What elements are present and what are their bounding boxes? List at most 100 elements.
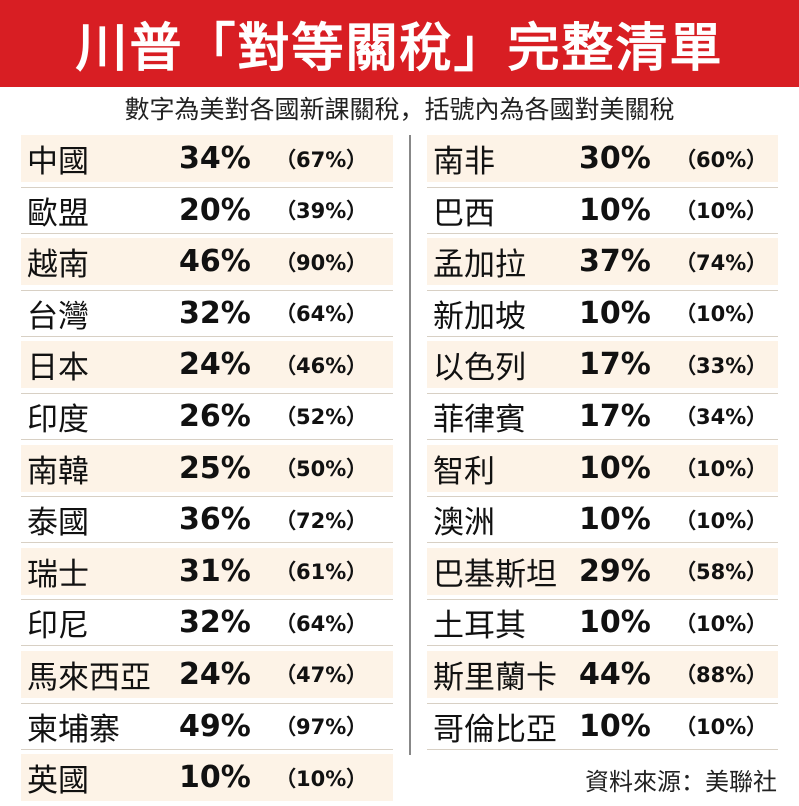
country-name: 柬埔寨 (27, 711, 120, 748)
reciprocal-tariff-rate: （88%） (675, 663, 768, 688)
country-name: 英國 (27, 763, 89, 800)
country-name: 巴基斯坦 (433, 556, 557, 593)
table-row: 斯里蘭卡 44% （88%） (427, 650, 778, 698)
reciprocal-tariff-rate: （74%） (675, 250, 768, 275)
reciprocal-tariff-rate: （10%） (675, 611, 768, 636)
us-tariff-rate: 49% (179, 708, 251, 744)
reciprocal-tariff-rate: （10%） (675, 302, 768, 327)
table-row: 泰國 36% （72%） (21, 496, 393, 544)
reciprocal-tariff-rate: （64%） (275, 611, 368, 636)
table-row: 巴基斯坦 29% （58%） (427, 547, 778, 595)
us-tariff-rate: 31% (179, 553, 251, 589)
table-row: 菲律賓 17% （34%） (427, 392, 778, 440)
reciprocal-tariff-rate: （67%） (275, 147, 368, 172)
country-name: 菲律賓 (433, 401, 526, 438)
reciprocal-tariff-rate: （33%） (675, 353, 768, 378)
table-row: 南韓 25% （50%） (21, 444, 393, 492)
table-row: 瑞士 31% （61%） (21, 547, 393, 595)
us-tariff-rate: 10% (579, 708, 651, 744)
table-row: 印尼 32% （64%） (21, 599, 393, 647)
reciprocal-tariff-rate: （10%） (675, 508, 768, 533)
country-name: 斯里蘭卡 (433, 659, 557, 696)
reciprocal-tariff-rate: （60%） (675, 147, 768, 172)
reciprocal-tariff-rate: （97%） (275, 715, 368, 740)
us-tariff-rate: 10% (579, 295, 651, 331)
us-tariff-rate: 24% (179, 656, 251, 692)
us-tariff-rate: 10% (579, 450, 651, 486)
table-row: 柬埔寨 49% （97%） (21, 702, 393, 750)
table-row: 以色列 17% （33%） (427, 341, 778, 389)
us-tariff-rate: 10% (579, 605, 651, 641)
us-tariff-rate: 26% (179, 398, 251, 434)
reciprocal-tariff-rate: （10%） (675, 715, 768, 740)
us-tariff-rate: 30% (579, 141, 651, 176)
country-name: 日本 (27, 350, 89, 387)
country-name: 台灣 (27, 298, 89, 335)
reciprocal-tariff-rate: （47%） (275, 663, 368, 688)
source-note: 資料來源：美聯社 (585, 768, 777, 796)
country-name: 歐盟 (27, 195, 89, 232)
table-row: 印度 26% （52%） (21, 392, 393, 440)
title-banner: 川普「對等關稅」完整清單 (0, 0, 799, 87)
country-name: 越南 (27, 247, 89, 284)
table-row: 英國 10% （10%） (21, 754, 393, 802)
us-tariff-rate: 10% (579, 502, 651, 538)
country-name: 新加坡 (433, 298, 526, 335)
table-row: 新加坡 10% （10%） (427, 289, 778, 337)
us-tariff-rate: 32% (179, 295, 251, 331)
us-tariff-rate: 34% (179, 141, 251, 176)
chart-subtitle: 數字為美對各國新課關稅，括號內為各國對美關稅 (124, 95, 675, 124)
country-name: 泰國 (27, 505, 89, 542)
table-row: 越南 46% （90%） (21, 238, 393, 286)
column-divider (409, 135, 411, 755)
reciprocal-tariff-rate: （50%） (275, 457, 368, 482)
table-row: 孟加拉 37% （74%） (427, 238, 778, 286)
us-tariff-rate: 24% (179, 347, 251, 383)
table-row: 歐盟 20% （39%） (21, 186, 393, 234)
country-name: 印尼 (27, 608, 89, 645)
reciprocal-tariff-rate: （90%） (275, 250, 368, 275)
reciprocal-tariff-rate: （58%） (675, 560, 768, 585)
table-row: 巴西 10% （10%） (427, 186, 778, 234)
country-name: 馬來西亞 (27, 659, 151, 696)
table-row: 日本 24% （46%） (21, 341, 393, 389)
country-name: 以色列 (433, 350, 526, 387)
chart-title: 川普「對等關稅」完整清單 (75, 19, 724, 79)
table-row: 土耳其 10% （10%） (427, 599, 778, 647)
reciprocal-tariff-rate: （52%） (275, 405, 368, 430)
table-row: 澳洲 10% （10%） (427, 496, 778, 544)
table-row: 智利 10% （10%） (427, 444, 778, 492)
tariff-table-right: 南非 30% （60%） 巴西 10% （10%） 孟加拉 37% （74%） 新加坡 10% （10… (427, 135, 778, 754)
country-name: 瑞士 (27, 556, 89, 593)
reciprocal-tariff-rate: （46%） (275, 353, 368, 378)
reciprocal-tariff-rate: （10%） (675, 199, 768, 224)
us-tariff-rate: 17% (579, 398, 651, 434)
table-row: 哥倫比亞 10% （10%） (427, 702, 778, 750)
reciprocal-tariff-rate: （64%） (275, 302, 368, 327)
table-row: 南非 30% （60%） (427, 135, 778, 182)
us-tariff-rate: 25% (179, 450, 251, 486)
country-name: 孟加拉 (433, 247, 526, 284)
country-name: 土耳其 (433, 608, 526, 645)
country-name: 哥倫比亞 (433, 711, 557, 748)
country-name: 澳洲 (433, 505, 495, 542)
us-tariff-rate: 10% (579, 192, 651, 228)
country-name: 巴西 (433, 195, 495, 232)
tariff-table-left: 中國 34% （67%） 歐盟 20% （39%） 越南 46% （90%） 台灣 32% （64%）… (21, 135, 393, 806)
us-tariff-rate: 46% (179, 244, 251, 280)
us-tariff-rate: 20% (179, 192, 251, 228)
reciprocal-tariff-rate: （10%） (675, 457, 768, 482)
reciprocal-tariff-rate: （10%） (275, 766, 368, 791)
us-tariff-rate: 37% (579, 244, 651, 280)
country-name: 南非 (433, 144, 495, 180)
country-name: 南韓 (27, 453, 89, 490)
us-tariff-rate: 32% (179, 605, 251, 641)
us-tariff-rate: 36% (179, 502, 251, 538)
us-tariff-rate: 10% (179, 760, 251, 796)
table-row: 台灣 32% （64%） (21, 289, 393, 337)
table-row: 馬來西亞 24% （47%） (21, 650, 393, 698)
us-tariff-rate: 44% (579, 656, 651, 692)
us-tariff-rate: 29% (579, 553, 651, 589)
country-name: 中國 (27, 144, 89, 180)
us-tariff-rate: 17% (579, 347, 651, 383)
